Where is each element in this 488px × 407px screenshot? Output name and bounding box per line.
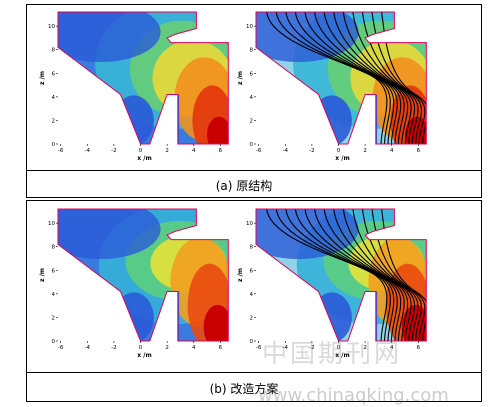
caption-box-a [26, 170, 482, 198]
caption-box-b [26, 372, 482, 402]
y-axis-label: z /m [237, 71, 244, 85]
y-tick-label: 0 [52, 339, 56, 345]
streamline [314, 209, 405, 341]
streamline [333, 12, 412, 144]
plot-b-contour: -6 -4 -2 0 2 4 6 0 2 4 6 8 10 x /m z /m [38, 203, 238, 367]
x-tick-label: 2 [363, 148, 367, 154]
streamline [323, 209, 409, 341]
x-tick-label: 6 [417, 148, 421, 154]
x-tick-label: 2 [165, 345, 169, 351]
streamline [323, 12, 409, 144]
y-tick-label: 2 [250, 118, 254, 124]
y-tick-label: 6 [250, 268, 254, 274]
x-axis-label: x /m [335, 155, 349, 162]
y-axis-label: z /m [237, 268, 244, 282]
x-axis-label: x /m [137, 155, 151, 162]
streamline [314, 12, 405, 144]
streamline [342, 12, 416, 144]
x-tick-label: 4 [390, 345, 394, 351]
y-tick-label: 10 [246, 221, 253, 227]
x-tick-label: 0 [139, 148, 143, 154]
x-axis-label: x /m [137, 352, 151, 359]
y-tick-label: 10 [48, 221, 55, 227]
x-tick-label: 0 [337, 345, 341, 351]
y-tick-label: 4 [52, 95, 56, 101]
plot-a-streamlines: -6 -4 -2 0 2 4 6 0 2 4 6 8 10 x /m z /m [236, 6, 436, 170]
x-tick-label: -4 [85, 345, 91, 351]
x-tick-label: 6 [219, 148, 223, 154]
y-tick-label: 6 [250, 71, 254, 77]
x-tick-label: -2 [111, 148, 116, 154]
x-tick-label: -2 [309, 345, 314, 351]
streamline [352, 12, 419, 144]
y-tick-label: 8 [250, 245, 254, 251]
plot-a-contour: -6 -4 -2 0 2 4 6 0 2 4 6 8 10 x /m z /m [38, 6, 238, 170]
y-tick-label: 0 [250, 142, 254, 148]
x-tick-label: 4 [390, 148, 394, 154]
streamline [333, 209, 412, 341]
streamline [304, 209, 402, 341]
x-tick-label: -4 [85, 148, 91, 154]
x-tick-label: 4 [192, 148, 196, 154]
y-axis-label: z /m [39, 268, 46, 282]
y-tick-label: 4 [52, 292, 56, 298]
x-tick-label: -6 [256, 148, 262, 154]
y-tick-label: 2 [52, 118, 56, 124]
x-tick-label: -4 [283, 345, 289, 351]
streamline [304, 12, 402, 144]
x-tick-label: 2 [165, 148, 169, 154]
x-tick-label: 2 [363, 345, 367, 351]
x-axis-label: x /m [335, 352, 349, 359]
x-tick-label: -6 [58, 148, 64, 154]
x-tick-label: 6 [219, 345, 223, 351]
y-tick-label: 2 [250, 315, 254, 321]
y-tick-label: 10 [48, 24, 55, 30]
x-tick-label: -2 [111, 345, 116, 351]
y-tick-label: 4 [250, 95, 254, 101]
y-tick-label: 8 [250, 48, 254, 54]
x-tick-label: 0 [139, 345, 143, 351]
x-tick-label: 6 [417, 345, 421, 351]
y-tick-label: 6 [52, 268, 56, 274]
plot-b-streamlines: -6 -4 -2 0 2 4 6 0 2 4 6 8 10 x /m z /m [236, 203, 436, 367]
watermark-url: www.chinaqking.com [258, 385, 449, 406]
y-axis-label: z /m [39, 71, 46, 85]
y-tick-label: 4 [250, 292, 254, 298]
caption-a: (a) 原结构 [215, 179, 273, 193]
streamline [352, 209, 419, 341]
y-tick-label: 8 [52, 48, 56, 54]
x-tick-label: -4 [283, 148, 289, 154]
streamline [342, 209, 416, 341]
y-tick-label: 2 [52, 315, 56, 321]
contour-field [256, 12, 427, 144]
y-tick-label: 0 [250, 339, 254, 345]
domain-boundary [255, 208, 427, 342]
y-tick-label: 8 [52, 245, 56, 251]
domain-boundary [255, 11, 427, 145]
x-tick-label: 0 [337, 148, 341, 154]
caption-b: (b) 改造方案 [209, 382, 279, 396]
domain-boundary [57, 11, 229, 145]
contour-field [58, 209, 229, 341]
x-tick-label: 4 [192, 345, 196, 351]
domain-boundary [57, 208, 229, 342]
y-tick-label: 0 [52, 142, 56, 148]
x-tick-label: -2 [309, 148, 314, 154]
contour-field [58, 12, 229, 144]
y-tick-label: 6 [52, 71, 56, 77]
x-tick-label: -6 [58, 345, 64, 351]
y-tick-label: 10 [246, 24, 253, 30]
watermark-text: 中国期刊网 [262, 339, 403, 368]
x-tick-label: -6 [256, 345, 262, 351]
